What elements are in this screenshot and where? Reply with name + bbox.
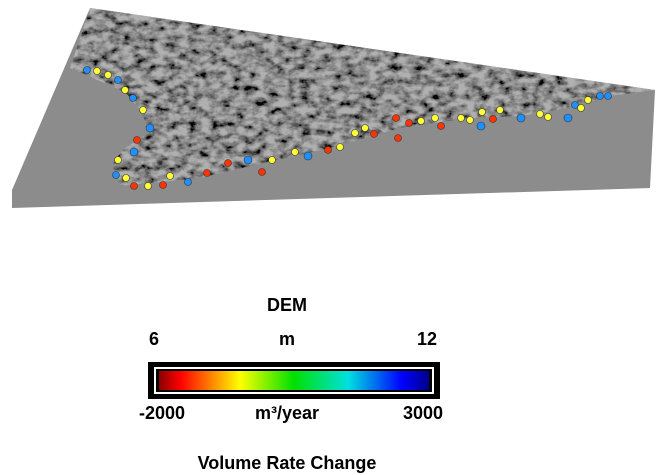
point — [370, 130, 378, 138]
dem-unit-label: m — [279, 329, 295, 349]
point — [392, 114, 400, 122]
point — [596, 92, 604, 100]
point — [577, 104, 585, 112]
point — [139, 106, 147, 114]
point — [303, 151, 313, 161]
land-relief — [70, 8, 655, 186]
point — [563, 113, 573, 123]
point — [203, 169, 211, 177]
point — [121, 86, 129, 94]
point — [144, 182, 152, 190]
point — [112, 171, 120, 179]
point — [496, 106, 504, 114]
point — [457, 114, 465, 122]
point — [114, 76, 122, 84]
point — [184, 178, 192, 186]
legend-caption: Volume Rate Change — [198, 453, 377, 473]
point — [516, 113, 526, 123]
point — [571, 101, 579, 109]
point — [130, 182, 138, 190]
point — [405, 119, 413, 127]
point — [478, 108, 486, 116]
point — [361, 124, 369, 132]
measurement-points — [83, 66, 612, 190]
point — [258, 168, 266, 176]
point — [243, 155, 253, 165]
point — [417, 117, 425, 125]
point — [166, 172, 174, 180]
point — [291, 148, 299, 156]
point — [476, 121, 486, 131]
rate-min-label: -2000 — [139, 403, 185, 423]
point — [224, 159, 232, 167]
point — [324, 146, 332, 154]
point — [431, 114, 439, 122]
point — [336, 143, 344, 151]
point — [584, 96, 592, 104]
point — [93, 67, 101, 75]
point — [83, 66, 91, 74]
legend-title: DEM — [267, 295, 307, 315]
point — [351, 129, 359, 137]
rate-max-label: 3000 — [403, 403, 443, 423]
point — [129, 147, 139, 157]
point — [133, 136, 141, 144]
point — [536, 110, 544, 118]
point — [604, 92, 612, 100]
colorbar — [159, 371, 429, 390]
point — [437, 122, 445, 130]
point — [129, 94, 137, 102]
point — [145, 123, 155, 133]
point — [466, 116, 474, 124]
point — [104, 71, 112, 79]
point — [122, 174, 130, 182]
point — [159, 181, 167, 189]
colorbar-inner-border — [154, 367, 434, 394]
dem-max-label: 12 — [417, 329, 437, 349]
point — [114, 156, 122, 164]
point — [544, 113, 552, 121]
dem-min-label: 6 — [149, 329, 159, 349]
point — [268, 156, 276, 164]
rate-unit-label: m³/year — [255, 403, 319, 423]
point — [394, 134, 402, 142]
point — [489, 115, 497, 123]
